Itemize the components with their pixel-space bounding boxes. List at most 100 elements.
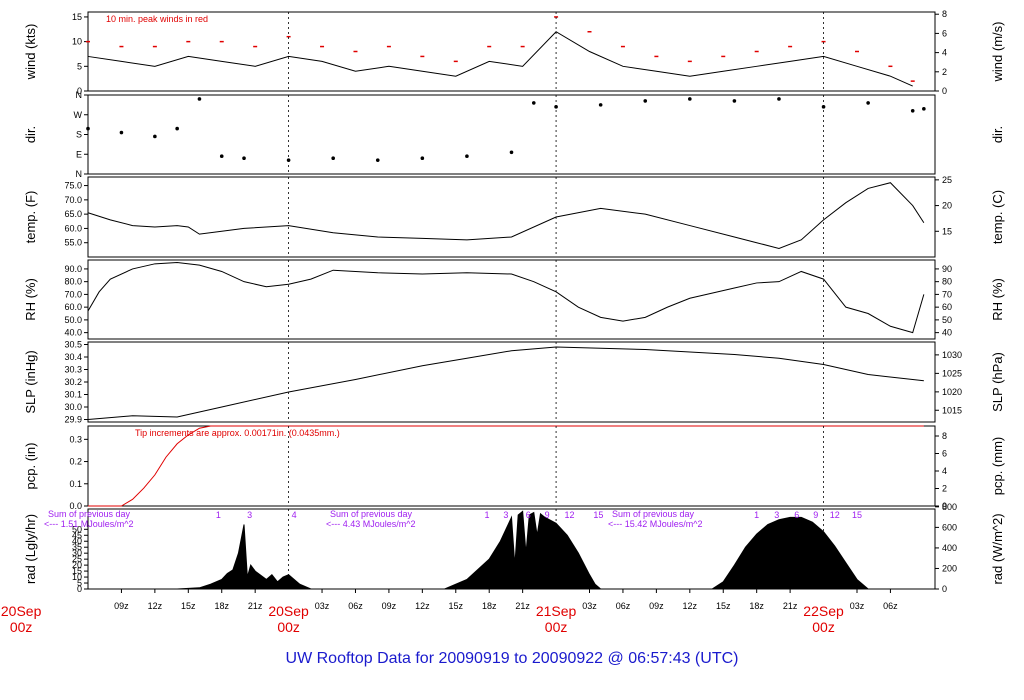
day-sub-label: 00z	[545, 619, 568, 635]
x-tick-label: 09z	[382, 601, 397, 611]
y-tick-label: 40.0	[64, 328, 82, 338]
y-tick-label: 10	[72, 37, 82, 47]
y-tick-label: 25	[72, 554, 82, 564]
y-tick-label-right: 6	[942, 28, 947, 38]
x-tick-label: 06z	[883, 601, 898, 611]
y-tick-label: 30.4	[64, 352, 82, 362]
y-tick-label: 50.0	[64, 315, 82, 325]
y-axis-label-right: rad (W/m^2)	[990, 513, 1005, 584]
y-tick-label-right: 70	[942, 289, 952, 299]
y-tick-label: 30.2	[64, 377, 82, 387]
radiation-area	[177, 510, 870, 590]
figure-title: UW Rooftop Data for 20090919 to 20090922…	[285, 650, 739, 667]
day-sum-value: <--- 1.51 MJoules/m^2	[44, 519, 134, 529]
day-sub-label: 00z	[812, 619, 835, 635]
wind-dir-point	[910, 109, 915, 113]
y-tick-label-right: 50	[942, 315, 952, 325]
y-axis-label-right: RH (%)	[990, 278, 1005, 321]
y-tick-label-right: 40	[942, 328, 952, 338]
sun-hour-label: 6	[526, 510, 531, 520]
y-tick-label-right: 200	[942, 563, 957, 573]
panel-annotation: 10 min. peak winds in red	[106, 14, 208, 24]
y-tick-label: S	[76, 130, 82, 140]
y-tick-label: 0	[77, 86, 82, 96]
y-tick-label-right: 2	[942, 67, 947, 77]
y-tick-label: 55.0	[64, 238, 82, 248]
y-axis-label: rad (Lgly/hr)	[23, 514, 38, 584]
x-tick-label: 21z	[515, 601, 530, 611]
x-tick-label: 12z	[148, 601, 163, 611]
y-tick-label: 15	[72, 12, 82, 22]
wind-dir-point	[420, 156, 425, 160]
y-tick-label-right: 6	[942, 449, 947, 459]
y-tick-label: 0.3	[69, 434, 82, 444]
y-tick-label: 10	[72, 572, 82, 582]
day-label: 22Sep	[803, 603, 844, 619]
y-axis-label: pcp. (in)	[23, 443, 38, 490]
wind-dir-point	[866, 101, 870, 105]
y-tick-label: 0.2	[69, 457, 82, 467]
y-tick-label: N	[76, 90, 83, 100]
y-tick-label-right: 0	[942, 584, 947, 594]
y-axis-label-right: dir.	[990, 126, 1005, 143]
y-tick-label: N	[76, 169, 83, 179]
day-sum-value: <--- 15.42 MJoules/m^2	[608, 519, 703, 529]
y-tick-label-right: 90	[942, 264, 952, 274]
y-tick-label: 15	[72, 566, 82, 576]
day-sum-value: <--- 4.43 MJoules/m^2	[326, 519, 416, 529]
y-tick-label-right: 60	[942, 302, 952, 312]
y-axis-label: RH (%)	[23, 278, 38, 321]
y-axis-label: dir.	[23, 126, 38, 143]
wind-dir-point	[153, 134, 157, 139]
wind-dir-point	[375, 158, 380, 162]
x-tick-label: 06z	[616, 601, 631, 611]
panel-frame	[87, 11, 936, 92]
panel-frame	[87, 259, 936, 340]
y-tick-label: 70.0	[64, 195, 82, 205]
wind-dir-point	[119, 130, 124, 135]
day-label: 20Sep	[268, 603, 309, 619]
y-tick-label: 20	[72, 560, 82, 570]
x-tick-label: 15z	[449, 601, 464, 611]
x-tick-label: 03z	[315, 601, 330, 611]
y-axis-label: wind (kts)	[23, 24, 38, 81]
day-sum-label: Sum of previous day	[330, 509, 413, 519]
wind-dir-point	[531, 101, 536, 105]
sun-hour-label: 6	[794, 510, 799, 520]
wind-dir-point	[643, 99, 648, 103]
day-sum-label: Sum of previous day	[612, 509, 695, 519]
wind-dir-point	[732, 99, 737, 103]
sun-hour-label: 12	[564, 510, 574, 520]
day-sub-label: 00z	[277, 619, 300, 635]
y-axis-label-right: wind (m/s)	[990, 22, 1005, 83]
y-tick-label: 80.0	[64, 277, 82, 287]
panel-frame	[87, 341, 936, 423]
y-tick-label-right: 1025	[942, 368, 962, 378]
y-tick-label: 0	[77, 584, 82, 594]
sun-hour-label: 4	[292, 510, 297, 520]
series-line	[87, 31, 913, 87]
y-tick-label: 30.1	[64, 390, 82, 400]
panel-frame	[87, 425, 936, 507]
sun-hour-label: 15	[852, 510, 862, 520]
y-tick-label-right: 1015	[942, 405, 962, 415]
day-sub-label: 00z	[10, 619, 33, 635]
y-tick-label: 35	[72, 542, 82, 552]
y-tick-label: 45	[72, 530, 82, 540]
y-axis-label-right: pcp. (mm)	[990, 437, 1005, 496]
x-tick-label: 03z	[582, 601, 597, 611]
y-tick-label: 60.0	[64, 223, 82, 233]
y-tick-label: E	[76, 149, 82, 159]
y-tick-label-right: 800	[942, 502, 957, 512]
wind-dir-point	[598, 103, 603, 107]
wind-dir-point	[922, 107, 926, 111]
y-tick-label: 5	[77, 578, 82, 588]
sun-hour-label: 12	[830, 510, 840, 520]
y-tick-label-right: 80	[942, 277, 952, 287]
x-tick-label: 09z	[114, 601, 129, 611]
x-tick-label: 06z	[348, 601, 363, 611]
y-tick-label-right: 4	[942, 466, 947, 476]
y-tick-label-right: 1020	[942, 387, 962, 397]
y-tick-label: 29.9	[64, 415, 82, 425]
day-sum-label: Sum of previous day	[48, 509, 131, 519]
